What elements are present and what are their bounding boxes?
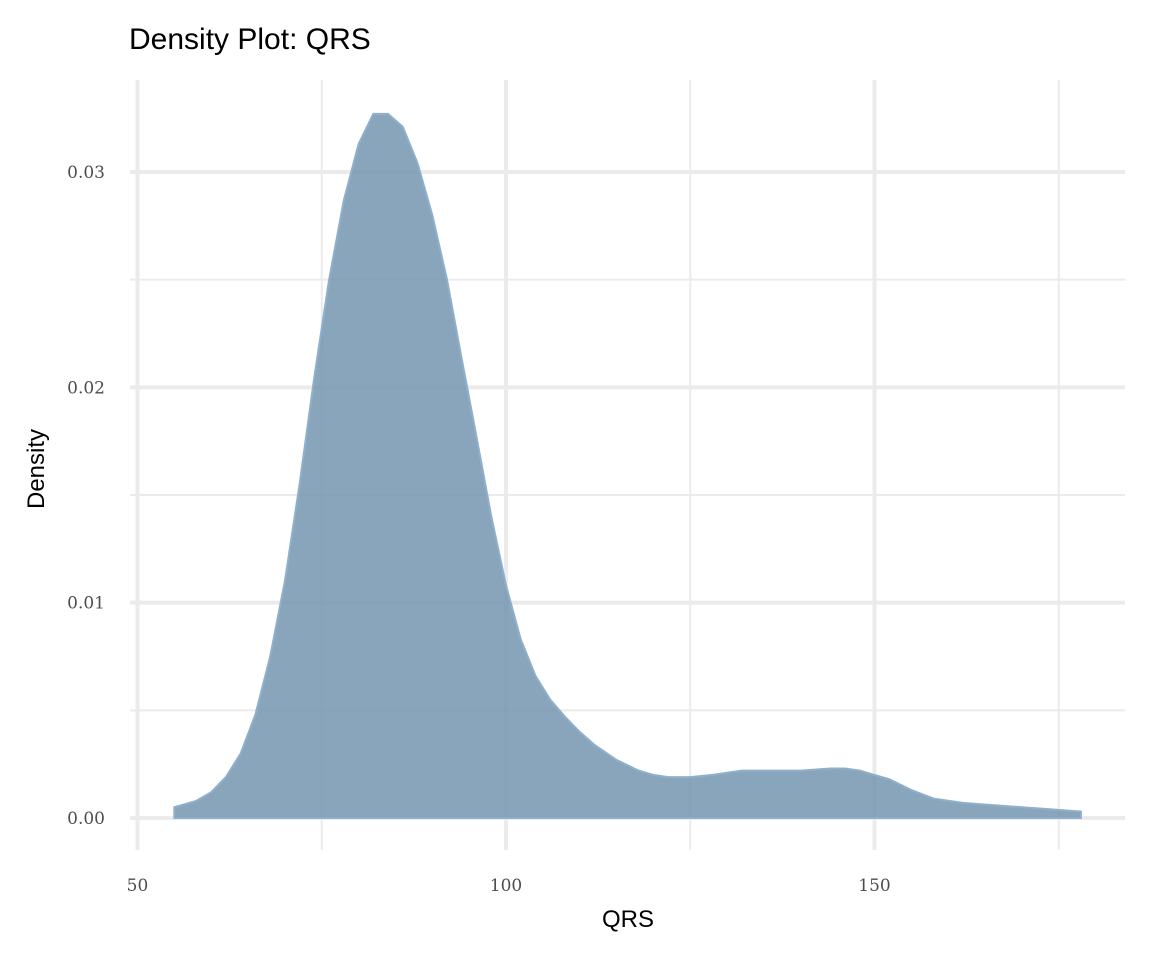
y-axis-title: Density (23, 429, 50, 509)
y-tick-label: 0.00 (67, 809, 105, 829)
y-tick-label: 0.02 (67, 378, 105, 398)
x-tick-label: 150 (858, 876, 890, 896)
x-axis-tick-labels: 50 100 150 (127, 876, 891, 896)
x-tick-label: 100 (490, 876, 522, 896)
x-tick-label: 50 (127, 876, 149, 896)
chart-title: Density Plot: QRS (129, 23, 371, 56)
minor-gridlines (130, 80, 1125, 850)
y-axis-tick-labels: 0.00 0.01 0.02 0.03 (67, 163, 105, 829)
x-axis-title: QRS (602, 906, 654, 933)
y-tick-label: 0.03 (67, 163, 105, 183)
density-area (173, 112, 1082, 819)
y-tick-label: 0.01 (67, 594, 105, 614)
